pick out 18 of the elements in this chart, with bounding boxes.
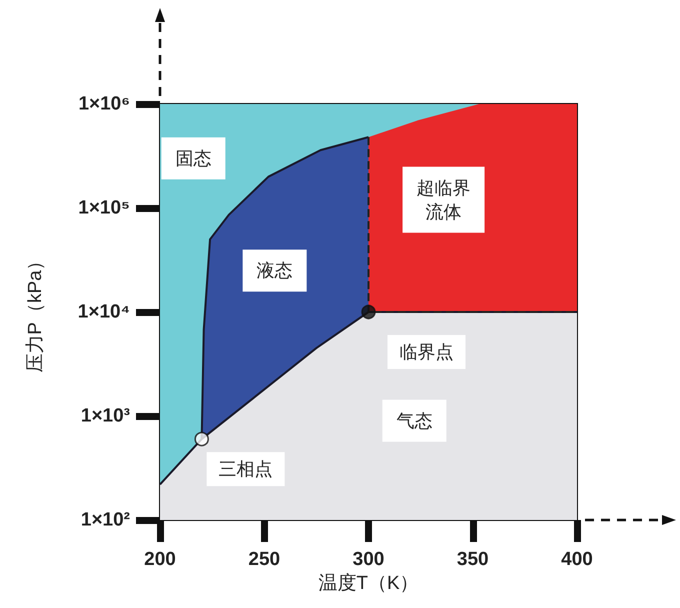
y-tick-label: 1×10⁵ [78,198,130,218]
y-axis-title: 压力P（kPa） [25,251,46,373]
x-tick-label: 200 [144,549,176,570]
y-tick-label: 1×10² [80,510,130,530]
x-tick-label: 250 [248,549,280,570]
series-label: 气态 [396,410,432,431]
x-tick-label: 400 [561,549,593,570]
annotation: 三相点 [218,459,273,480]
series-label: 固态 [175,148,212,168]
x-axis-title: 温度T（K） [318,572,419,594]
y-tick-label: 1×10³ [80,406,130,426]
x-tick-label: 350 [456,549,489,570]
annotation: 临界点 [400,342,454,362]
series-label: 超临界流体 [416,178,471,222]
series-label: 液态 [256,260,293,281]
x-tick-label: 300 [352,549,384,570]
y-tick-label: 1×10⁶ [78,94,130,114]
y-tick-label: 1×10⁴ [78,302,130,322]
